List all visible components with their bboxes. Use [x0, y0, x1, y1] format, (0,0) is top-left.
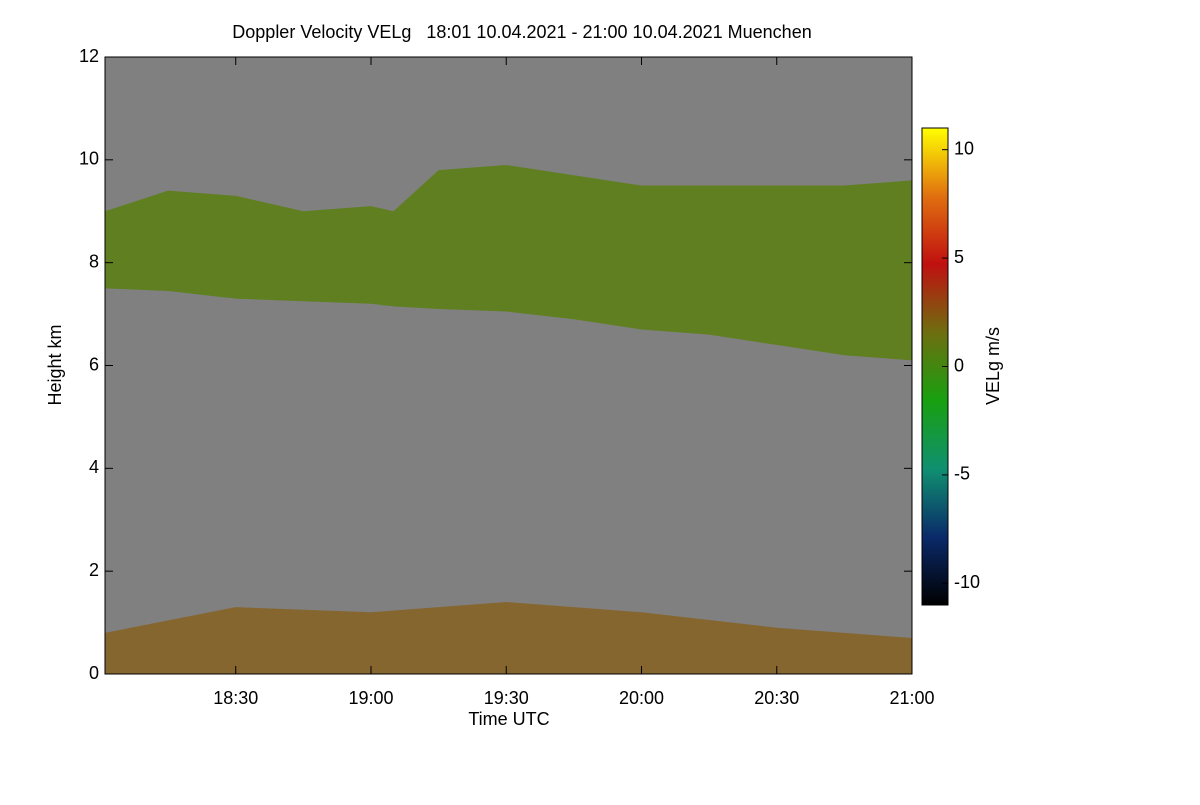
echo-layer	[105, 602, 912, 674]
colorbar-tick-label: 10	[954, 138, 974, 158]
colorbar-tick-label: 5	[954, 247, 964, 267]
x-tick-label: 19:30	[484, 688, 529, 708]
plot-background	[105, 57, 912, 674]
y-tick-label: 2	[89, 560, 99, 580]
y-tick-label: 12	[79, 46, 99, 66]
echo-layer	[105, 164, 912, 361]
x-tick-label: 21:00	[889, 688, 934, 708]
x-tick-label: 19:00	[348, 688, 393, 708]
x-axis-label: Time UTC	[468, 709, 549, 729]
y-tick-label: 4	[89, 457, 99, 477]
colorbar-label: VELg m/s	[983, 327, 1003, 405]
y-tick-label: 8	[89, 251, 99, 271]
colorbar-tick-label: -10	[954, 572, 980, 592]
chart-title: Doppler Velocity VELg 18:01 10.04.2021 -…	[232, 22, 811, 42]
colorbar-tick-label: -5	[954, 464, 970, 484]
y-tick-label: 0	[89, 663, 99, 683]
y-tick-label: 6	[89, 354, 99, 374]
y-axis-label: Height km	[45, 324, 65, 405]
colorbar-tick-label: 0	[954, 355, 964, 375]
x-tick-label: 18:30	[213, 688, 258, 708]
x-tick-label: 20:00	[619, 688, 664, 708]
x-tick-label: 20:30	[754, 688, 799, 708]
y-tick-label: 10	[79, 149, 99, 169]
